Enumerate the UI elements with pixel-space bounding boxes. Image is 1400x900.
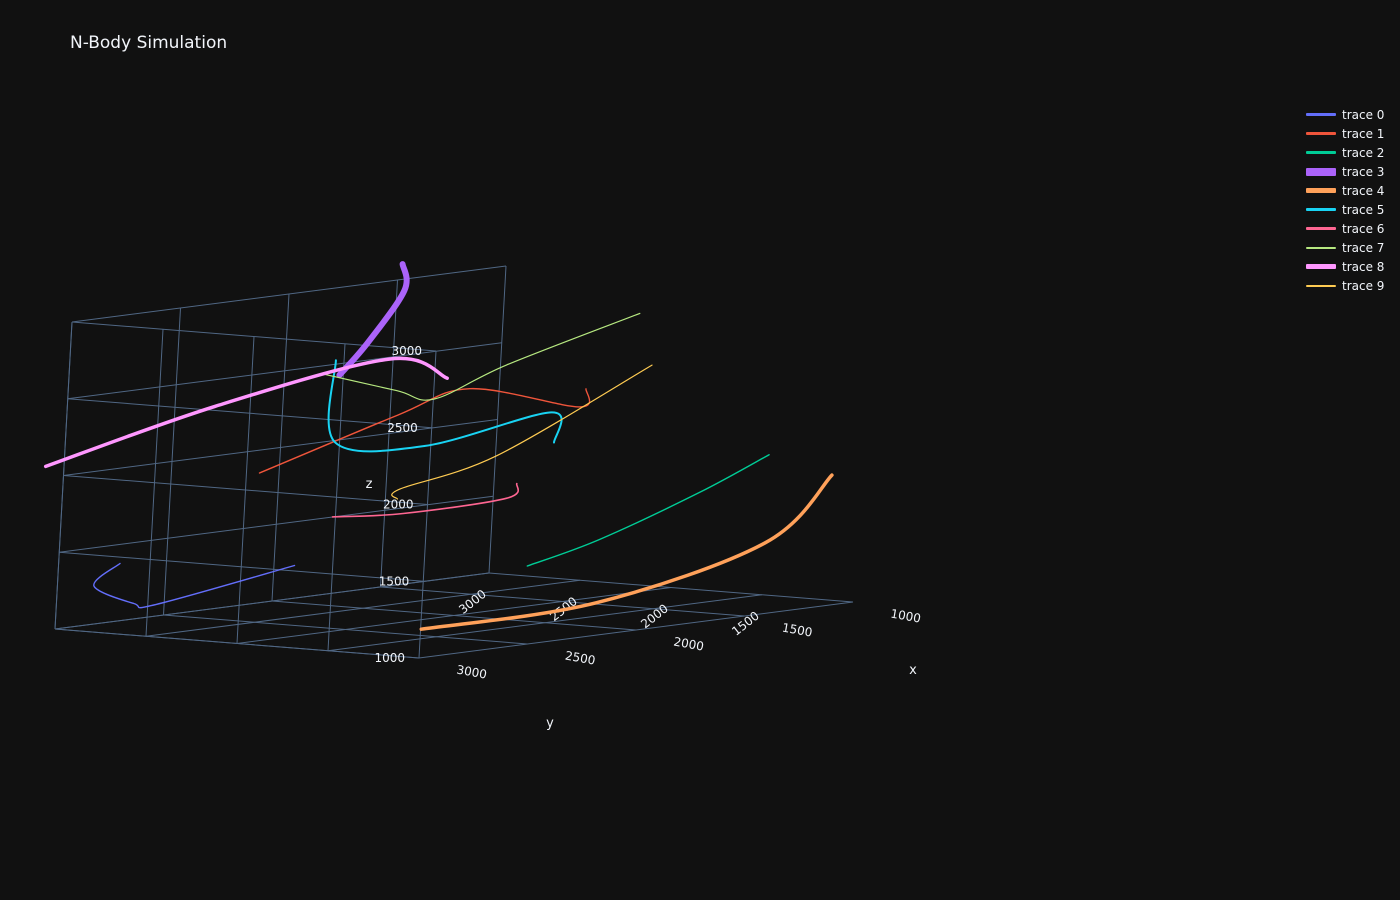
y-tick-label: 1500 (729, 609, 762, 639)
y-tick-label: 3000 (456, 587, 489, 617)
legend-label: trace 0 (1342, 107, 1385, 122)
legend-item-trace-6[interactable]: trace 6 (1306, 219, 1384, 238)
trace-line-7[interactable] (320, 312, 641, 401)
x-tick-label: 2000 (672, 635, 705, 654)
back-wall-grid-z (63, 419, 498, 476)
legend-item-trace-1[interactable]: trace 1 (1306, 124, 1384, 143)
z-tick-label: 2000 (383, 498, 414, 512)
legend-swatch (1306, 284, 1336, 287)
legend-swatch (1306, 227, 1336, 230)
z-tick-label: 3000 (391, 344, 422, 358)
floor-grid-x (163, 614, 528, 645)
legend-item-trace-0[interactable]: trace 0 (1306, 105, 1384, 124)
legend-label: trace 3 (1342, 164, 1385, 179)
y-axis-title: y (546, 716, 554, 731)
trace-line-5[interactable] (327, 359, 563, 453)
trace-line-8[interactable] (43, 356, 449, 469)
chart-title: N-Body Simulation (70, 33, 228, 53)
legend-swatch (1306, 208, 1336, 211)
back-wall-grid-x (163, 307, 181, 616)
legend-item-trace-7[interactable]: trace 7 (1306, 238, 1384, 257)
legend-swatch (1306, 263, 1336, 270)
trace-line-9[interactable] (391, 364, 653, 500)
z-tick-label: 1000 (374, 651, 405, 665)
side-wall-grid-z (63, 475, 428, 505)
back-wall-grid-z (67, 342, 502, 400)
floor-grid-y (236, 587, 672, 644)
trace-line-3[interactable] (336, 261, 410, 379)
legend-label: trace 2 (1342, 145, 1385, 160)
x-axis-title: x (909, 663, 917, 678)
z-tick-label: 1500 (379, 574, 410, 588)
legend-swatch (1306, 246, 1336, 249)
legend-label: trace 6 (1342, 221, 1385, 236)
trace-line-6[interactable] (331, 482, 520, 518)
x-tick-label: 1500 (781, 621, 814, 640)
trace-layer[interactable] (43, 261, 834, 631)
legend-label: trace 1 (1342, 126, 1385, 141)
legend-swatch (1306, 167, 1336, 176)
legend-label: trace 7 (1342, 240, 1385, 255)
trace-line-4[interactable] (419, 473, 834, 631)
legend-swatch (1306, 113, 1336, 116)
legend-label: trace 8 (1342, 259, 1385, 274)
legend-swatch (1306, 151, 1336, 154)
side-wall-grid-z (71, 321, 437, 352)
legend-item-trace-5[interactable]: trace 5 (1306, 200, 1384, 219)
side-wall-grid-z (67, 398, 432, 429)
legend-item-trace-3[interactable]: trace 3 (1306, 162, 1384, 181)
legend-item-trace-4[interactable]: trace 4 (1306, 181, 1384, 200)
floor-grid-y (145, 579, 581, 637)
trace-line-1[interactable] (258, 387, 591, 474)
legend: trace 0 trace 1 trace 2 trace 3 trace 4 trace… (1306, 105, 1384, 295)
legend-item-trace-9[interactable]: trace 9 (1306, 276, 1384, 295)
legend-item-trace-2[interactable]: trace 2 (1306, 143, 1384, 162)
side-wall-grid-y (145, 329, 164, 637)
legend-label: trace 4 (1342, 183, 1385, 198)
legend-label: trace 9 (1342, 278, 1385, 293)
z-tick-label: 2500 (387, 421, 418, 435)
trace-line-2[interactable] (526, 454, 770, 567)
legend-label: trace 5 (1342, 202, 1385, 217)
x-tick-label: 1000 (889, 607, 922, 626)
x-tick-label: 3000 (455, 663, 488, 682)
legend-swatch (1306, 132, 1336, 135)
trace-line-0[interactable] (93, 562, 296, 609)
side-wall-grid-y (54, 321, 73, 630)
y-tick-label: 2000 (638, 601, 671, 631)
z-axis-title: z (366, 477, 373, 492)
legend-swatch (1306, 187, 1336, 194)
tick-layer: 1000 1500 2000 2500 3000 1500 2000 2500 3000 1000… (366, 344, 922, 731)
back-wall-grid-z (71, 265, 507, 323)
grid-layer (54, 265, 854, 659)
x-tick-label: 2500 (564, 649, 597, 668)
legend-item-trace-8[interactable]: trace 8 (1306, 257, 1384, 276)
